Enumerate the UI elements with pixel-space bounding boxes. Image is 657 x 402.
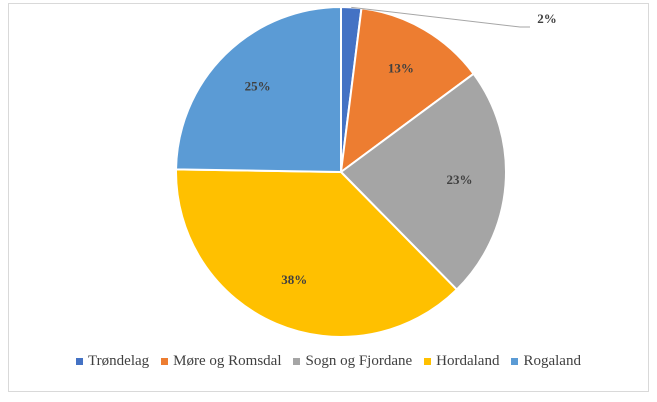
legend-label: Trøndelag (88, 353, 150, 369)
legend: Trøndelag Møre og Romsdal Sogn og Fjordane… (0, 353, 657, 370)
legend-swatch (511, 358, 519, 365)
legend-swatch (424, 358, 432, 365)
leader-line-trondelag (351, 6, 530, 28)
slice-label-hordaland: 38% (281, 272, 307, 287)
legend-label: Sogn og Fjordane (305, 353, 413, 369)
legend-label: Hordaland (436, 353, 500, 369)
pie-slice-rogaland (175, 5, 342, 174)
legend-label: Møre og Romsdal (173, 353, 282, 369)
legend-label: Rogaland (523, 353, 581, 369)
legend-item-trondelag: Trøndelag (76, 353, 149, 370)
legend-item-hordaland: Hordaland (424, 353, 499, 370)
pie-slice-sogn-og-fjordane (339, 72, 507, 291)
slice-label-sogn-og-fjordane: 23% (446, 172, 472, 187)
legend-swatch (76, 358, 84, 365)
slice-label-trondelag: 2% (537, 11, 557, 26)
legend-swatch (161, 358, 169, 365)
legend-swatch (293, 358, 301, 365)
legend-item-more-og-romsdal: Møre og Romsdal (161, 353, 281, 370)
slice-label-rogaland: 25% (245, 78, 271, 93)
legend-item-rogaland: Rogaland (511, 353, 581, 370)
pie-slice-hordaland (175, 168, 459, 338)
legend-item-sogn-og-fjordane: Sogn og Fjordane (293, 353, 412, 370)
slice-label-more-og-romsdal: 13% (388, 60, 414, 75)
